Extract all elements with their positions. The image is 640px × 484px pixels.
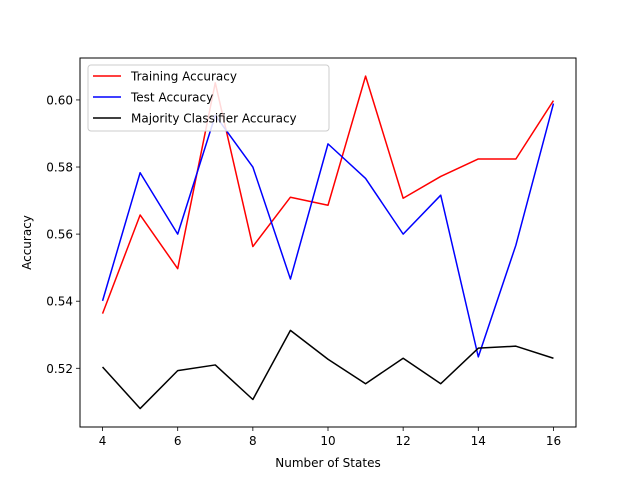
- x-tick-label: 14: [471, 434, 486, 448]
- series-line-1: [101, 103, 555, 358]
- x-axis-label: Number of States: [275, 456, 380, 470]
- legend: Training Accuracy Test Accuracy Majority C…: [87, 64, 330, 132]
- x-tick-label: 6: [174, 434, 182, 448]
- x-tick-label: 16: [546, 434, 561, 448]
- x-tick-label: 8: [249, 434, 257, 448]
- y-tick-label: 0.52: [46, 362, 73, 376]
- x-tick-label: 4: [99, 434, 107, 448]
- legend-box: [87, 64, 330, 132]
- legend-label: Training Accuracy: [130, 70, 237, 84]
- y-tick-label: 0.54: [46, 295, 73, 309]
- series-line-0: [101, 75, 555, 314]
- x-axis-ticks: 4 6 8 10 12 14 16: [99, 427, 561, 448]
- series-layer: [101, 75, 555, 410]
- y-axis-label: Accuracy: [20, 215, 34, 270]
- y-tick-label: 0.60: [46, 93, 73, 107]
- x-tick-label: 12: [396, 434, 411, 448]
- legend-label: Majority Classifier Accuracy: [131, 112, 297, 126]
- series-line-2: [101, 329, 554, 410]
- y-axis-ticks: 0.52 0.54 0.56 0.58 0.60: [46, 93, 80, 376]
- legend-label: Test Accuracy: [130, 91, 213, 105]
- y-tick-label: 0.58: [46, 161, 73, 175]
- y-tick-label: 0.56: [46, 228, 73, 242]
- x-tick-label: 10: [320, 434, 335, 448]
